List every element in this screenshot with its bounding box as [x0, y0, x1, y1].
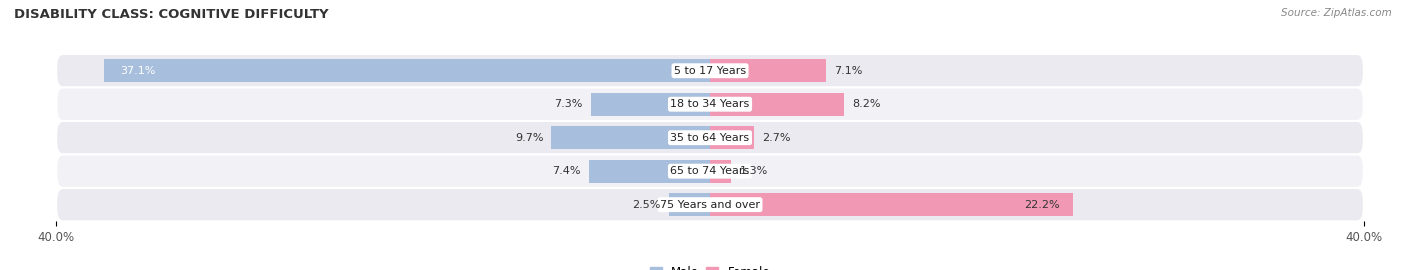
Text: 5 to 17 Years: 5 to 17 Years: [673, 66, 747, 76]
Text: DISABILITY CLASS: COGNITIVE DIFFICULTY: DISABILITY CLASS: COGNITIVE DIFFICULTY: [14, 8, 329, 21]
Bar: [551, 126, 710, 149]
Text: 18 to 34 Years: 18 to 34 Years: [671, 99, 749, 109]
Bar: [591, 93, 710, 116]
FancyBboxPatch shape: [56, 154, 1364, 188]
Bar: [710, 160, 731, 183]
Text: 1.3%: 1.3%: [740, 166, 768, 176]
FancyBboxPatch shape: [56, 121, 1364, 154]
Text: 22.2%: 22.2%: [1024, 200, 1060, 210]
Text: Source: ZipAtlas.com: Source: ZipAtlas.com: [1281, 8, 1392, 18]
Text: 2.7%: 2.7%: [762, 133, 790, 143]
Text: 35 to 64 Years: 35 to 64 Years: [671, 133, 749, 143]
Bar: [669, 193, 710, 216]
Bar: [104, 59, 710, 82]
Text: 8.2%: 8.2%: [852, 99, 880, 109]
Text: 75 Years and over: 75 Years and over: [659, 200, 761, 210]
Text: 7.1%: 7.1%: [834, 66, 863, 76]
FancyBboxPatch shape: [56, 87, 1364, 121]
Text: 7.3%: 7.3%: [554, 99, 582, 109]
Text: 7.4%: 7.4%: [553, 166, 581, 176]
FancyBboxPatch shape: [56, 188, 1364, 221]
Bar: [710, 193, 1073, 216]
Bar: [710, 59, 827, 82]
Text: 37.1%: 37.1%: [120, 66, 155, 76]
Text: 2.5%: 2.5%: [633, 200, 661, 210]
Legend: Male, Female: Male, Female: [650, 266, 770, 270]
Text: 65 to 74 Years: 65 to 74 Years: [671, 166, 749, 176]
Bar: [710, 126, 754, 149]
FancyBboxPatch shape: [56, 54, 1364, 87]
Bar: [589, 160, 710, 183]
Text: 9.7%: 9.7%: [515, 133, 543, 143]
Bar: [710, 93, 844, 116]
